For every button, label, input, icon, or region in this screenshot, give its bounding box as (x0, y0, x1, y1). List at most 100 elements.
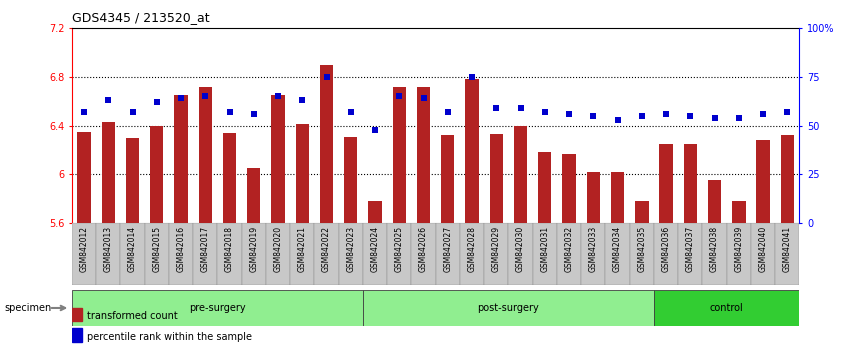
Bar (678, 223, 702, 285)
Bar (393, 87, 406, 223)
Text: GSM842020: GSM842020 (273, 226, 283, 272)
Bar (411, 223, 436, 285)
Point (368, 127, 382, 132)
Bar (295, 125, 309, 223)
Point (77, 109, 91, 115)
Text: GSM842034: GSM842034 (613, 226, 622, 272)
Bar (508, 223, 533, 285)
Bar (654, 290, 799, 326)
Bar (272, 95, 285, 223)
Text: GSM842017: GSM842017 (201, 226, 210, 272)
Point (732, 115, 745, 121)
Bar (751, 223, 775, 285)
Bar (702, 223, 727, 285)
Point (563, 111, 576, 117)
Text: transformed count: transformed count (86, 311, 178, 321)
Bar (72, 329, 82, 342)
Text: GSM842032: GSM842032 (564, 226, 574, 272)
Point (247, 111, 261, 117)
Text: GSM842014: GSM842014 (128, 226, 137, 272)
Text: GSM842015: GSM842015 (152, 226, 162, 272)
Bar (563, 154, 576, 223)
Point (126, 109, 140, 115)
Text: control: control (710, 303, 744, 313)
Point (514, 105, 527, 111)
Text: GSM842019: GSM842019 (250, 226, 258, 272)
Bar (732, 201, 745, 223)
Bar (684, 144, 697, 223)
Bar (126, 138, 140, 223)
Bar (460, 223, 484, 285)
Bar (775, 223, 799, 285)
Text: percentile rank within the sample: percentile rank within the sample (86, 332, 252, 342)
Point (538, 109, 552, 115)
Bar (557, 223, 581, 285)
Bar (781, 135, 794, 223)
Bar (247, 168, 261, 223)
Bar (586, 172, 600, 223)
Bar (217, 223, 242, 285)
Bar (659, 144, 673, 223)
Text: GSM842030: GSM842030 (516, 226, 525, 272)
Text: GSM842026: GSM842026 (419, 226, 428, 272)
Text: GSM842035: GSM842035 (637, 226, 646, 272)
Bar (611, 172, 624, 223)
Bar (387, 223, 411, 285)
Text: GSM842024: GSM842024 (371, 226, 380, 272)
Text: GDS4345 / 213520_at: GDS4345 / 213520_at (72, 11, 210, 24)
Point (150, 99, 163, 105)
Text: GSM842013: GSM842013 (104, 226, 113, 272)
Bar (193, 223, 217, 285)
Bar (417, 87, 431, 223)
Bar (538, 153, 552, 223)
Point (756, 111, 770, 117)
Bar (606, 223, 629, 285)
Bar (344, 137, 358, 223)
Bar (266, 223, 290, 285)
Bar (72, 290, 363, 326)
Point (417, 96, 431, 101)
Point (490, 105, 503, 111)
Bar (150, 126, 163, 223)
Text: GSM842036: GSM842036 (662, 226, 671, 272)
Point (781, 109, 794, 115)
Point (659, 111, 673, 117)
Bar (727, 223, 751, 285)
Text: GSM842029: GSM842029 (492, 226, 501, 272)
Bar (169, 223, 193, 285)
Text: post-surgery: post-surgery (478, 303, 539, 313)
Bar (708, 181, 722, 223)
Bar (484, 223, 508, 285)
Point (102, 97, 115, 103)
Point (465, 74, 479, 80)
Text: GSM842040: GSM842040 (759, 226, 767, 272)
Bar (222, 133, 236, 223)
Point (611, 117, 624, 123)
Text: GSM842021: GSM842021 (298, 226, 307, 272)
Bar (145, 223, 169, 285)
Bar (242, 223, 266, 285)
Point (586, 113, 600, 119)
Bar (77, 132, 91, 223)
Bar (490, 134, 503, 223)
Text: pre-surgery: pre-surgery (190, 303, 245, 313)
Bar (363, 290, 654, 326)
Point (222, 109, 236, 115)
Text: GSM842012: GSM842012 (80, 226, 89, 272)
Bar (174, 95, 188, 223)
Bar (96, 223, 120, 285)
Bar (315, 223, 338, 285)
Text: GSM842038: GSM842038 (710, 226, 719, 272)
Bar (629, 223, 654, 285)
Bar (290, 223, 315, 285)
Text: specimen: specimen (4, 303, 52, 313)
Text: GSM842027: GSM842027 (443, 226, 453, 272)
Text: GSM842016: GSM842016 (177, 226, 185, 272)
Bar (514, 126, 527, 223)
Text: GSM842018: GSM842018 (225, 226, 234, 272)
Bar (533, 223, 557, 285)
Point (708, 115, 722, 121)
Point (320, 74, 333, 80)
Text: GSM842022: GSM842022 (322, 226, 331, 272)
Bar (120, 223, 145, 285)
